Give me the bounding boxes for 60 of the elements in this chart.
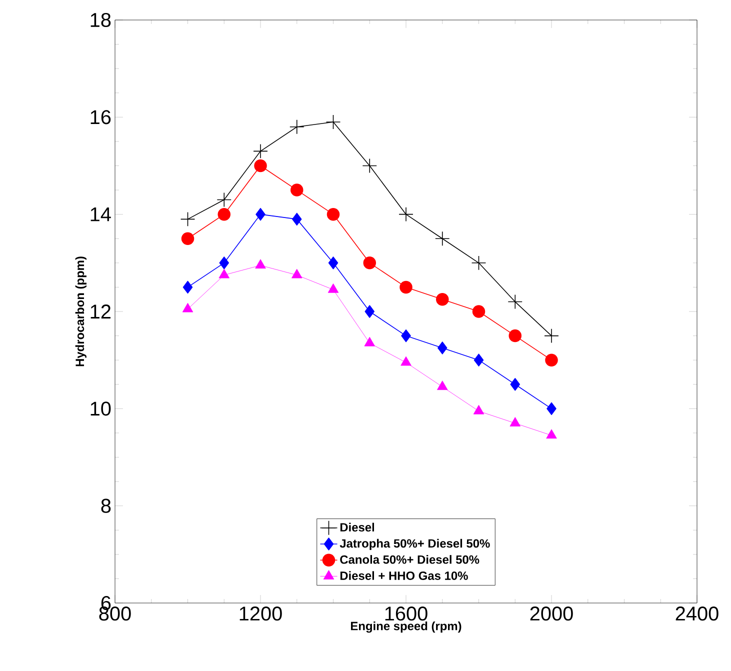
point xyxy=(328,283,339,293)
x-tick-label: 1200 xyxy=(240,606,282,621)
point xyxy=(364,336,376,346)
legend-label: Diesel + HHO Gas 10% xyxy=(340,571,468,580)
y-tick-label: 12 xyxy=(90,304,110,318)
x-tick-label: 2000 xyxy=(530,606,573,621)
point xyxy=(364,305,375,318)
point xyxy=(253,144,268,159)
y-tick-label: 8 xyxy=(101,498,111,513)
point xyxy=(474,354,484,366)
point xyxy=(510,378,520,391)
point xyxy=(219,256,230,270)
point xyxy=(508,294,523,310)
y-tick-label: 10 xyxy=(90,402,111,416)
point xyxy=(362,158,377,174)
y-tick-label: 16 xyxy=(90,110,111,124)
legend-label: Jatropha 50%+ Diesel 50% xyxy=(340,538,490,550)
y-axis-title: Hydrocarbon (ppm) xyxy=(75,256,86,366)
point xyxy=(326,114,341,130)
point xyxy=(292,212,302,226)
point xyxy=(401,329,411,342)
point xyxy=(181,232,194,245)
point xyxy=(438,342,448,354)
point xyxy=(363,256,376,270)
x-tick-label: 2400 xyxy=(676,606,718,621)
point xyxy=(435,231,450,246)
point xyxy=(255,259,266,269)
y-tick-label: 14 xyxy=(90,207,111,222)
point xyxy=(290,120,304,134)
x-axis-title: Engine speed (rpm) xyxy=(351,621,462,633)
point xyxy=(508,329,522,342)
point xyxy=(473,404,484,414)
point xyxy=(216,192,232,208)
point xyxy=(256,208,266,221)
x-tick-label: 1600 xyxy=(385,606,428,621)
point xyxy=(182,302,194,312)
point xyxy=(218,268,230,278)
point xyxy=(328,256,338,270)
point xyxy=(545,354,558,366)
point xyxy=(290,184,304,196)
point xyxy=(398,206,414,222)
point xyxy=(436,292,449,306)
point xyxy=(400,280,412,294)
point xyxy=(544,328,559,344)
point xyxy=(180,212,196,227)
point xyxy=(254,159,267,172)
point xyxy=(326,208,340,221)
point xyxy=(218,208,231,221)
point xyxy=(400,356,412,366)
point xyxy=(510,417,521,426)
point xyxy=(546,402,556,416)
legend-label: Canola 50%+ Diesel 50% xyxy=(340,555,480,564)
point xyxy=(471,256,486,270)
point xyxy=(437,380,448,390)
point xyxy=(292,268,302,278)
point xyxy=(472,305,486,318)
y-tick-label: 18 xyxy=(90,12,111,28)
point xyxy=(546,429,557,439)
legend-label: Diesel xyxy=(340,522,374,532)
point xyxy=(182,280,193,294)
